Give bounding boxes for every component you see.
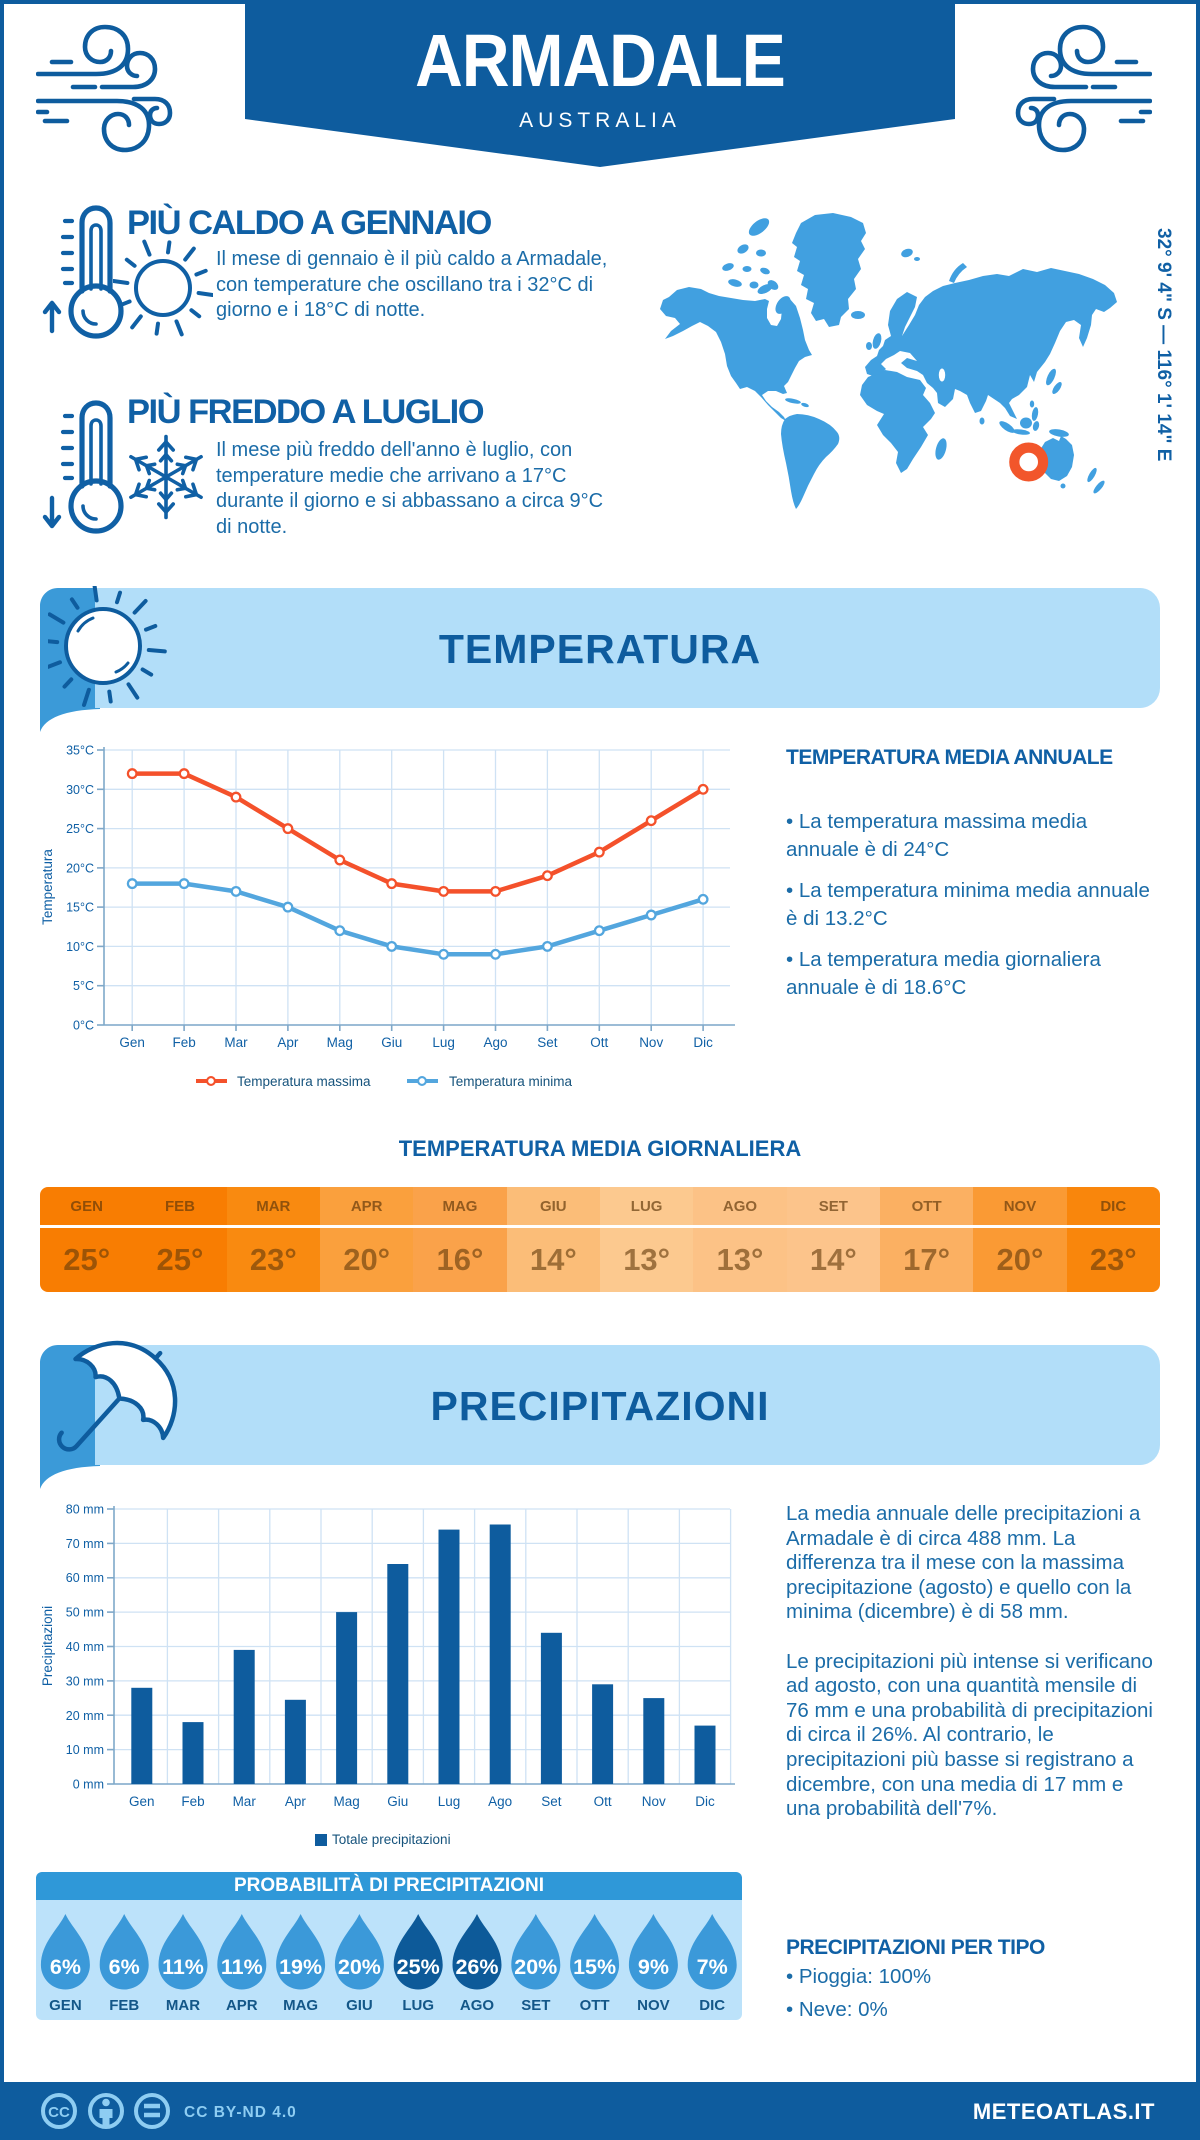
svg-text:Mag: Mag (333, 1794, 359, 1809)
svg-text:Mar: Mar (233, 1794, 257, 1809)
svg-text:Ago: Ago (483, 1035, 507, 1050)
svg-text:11%: 11% (162, 1955, 204, 1979)
svg-text:Nov: Nov (642, 1794, 666, 1809)
svg-text:CC: CC (48, 2104, 70, 2121)
svg-text:60 mm: 60 mm (66, 1571, 104, 1585)
svg-text:70 mm: 70 mm (66, 1537, 104, 1551)
svg-text:Totale precipitazioni: Totale precipitazioni (332, 1832, 451, 1847)
svg-text:Lug: Lug (432, 1035, 455, 1050)
svg-text:Gen: Gen (119, 1035, 145, 1050)
svg-text:7%: 7% (697, 1955, 728, 1979)
svg-text:Ott: Ott (594, 1794, 612, 1809)
svg-text:30 mm: 30 mm (66, 1674, 104, 1688)
svg-text:GEN: GEN (49, 1997, 82, 2014)
svg-text:20%: 20% (514, 1955, 557, 1979)
svg-text:OTT: OTT (580, 1997, 610, 2014)
svg-text:Nov: Nov (639, 1035, 663, 1050)
svg-text:Mar: Mar (224, 1035, 248, 1050)
svg-text:Apr: Apr (285, 1794, 307, 1809)
svg-text:Set: Set (537, 1035, 558, 1050)
svg-text:CC BY-ND 4.0: CC BY-ND 4.0 (184, 2104, 297, 2121)
svg-text:Mag: Mag (327, 1035, 353, 1050)
svg-text:Gen: Gen (129, 1794, 155, 1809)
svg-text:Giu: Giu (381, 1035, 402, 1050)
svg-text:20%: 20% (338, 1955, 381, 1979)
svg-text:6%: 6% (50, 1955, 81, 1979)
svg-text:40 mm: 40 mm (66, 1640, 104, 1654)
svg-text:80 mm: 80 mm (66, 1503, 104, 1517)
svg-text:Temperatura massima: Temperatura massima (237, 1074, 371, 1089)
svg-text:Feb: Feb (181, 1794, 204, 1809)
svg-text:10°C: 10°C (66, 940, 94, 954)
svg-text:20 mm: 20 mm (66, 1709, 104, 1723)
svg-text:Giu: Giu (387, 1794, 408, 1809)
svg-text:Temperatura: Temperatura (40, 849, 55, 925)
svg-text:6%: 6% (109, 1955, 140, 1979)
svg-text:Dic: Dic (693, 1035, 713, 1050)
svg-text:Precipitazioni: Precipitazioni (40, 1606, 55, 1686)
svg-text:Lug: Lug (438, 1794, 461, 1809)
svg-text:9%: 9% (638, 1955, 669, 1979)
svg-text:SET: SET (521, 1997, 550, 2014)
svg-text:15°C: 15°C (66, 901, 94, 915)
svg-text:NOV: NOV (637, 1997, 670, 2014)
svg-text:26%: 26% (455, 1955, 498, 1979)
svg-text:MAG: MAG (283, 1997, 318, 2014)
svg-text:25°C: 25°C (66, 822, 94, 836)
svg-text:50 mm: 50 mm (66, 1606, 104, 1620)
svg-text:35°C: 35°C (66, 744, 94, 758)
svg-text:Dic: Dic (695, 1794, 715, 1809)
svg-text:0°C: 0°C (73, 1019, 94, 1033)
svg-text:11%: 11% (221, 1955, 263, 1979)
svg-text:Apr: Apr (277, 1035, 299, 1050)
svg-text:0 mm: 0 mm (73, 1778, 104, 1792)
svg-text:APR: APR (226, 1997, 258, 2014)
svg-text:5°C: 5°C (73, 979, 94, 993)
svg-text:DIC: DIC (699, 1997, 725, 2014)
svg-text:Feb: Feb (172, 1035, 195, 1050)
svg-text:Temperatura minima: Temperatura minima (449, 1074, 573, 1089)
svg-text:19%: 19% (279, 1955, 322, 1979)
svg-text:GIU: GIU (346, 1997, 373, 2014)
svg-text:LUG: LUG (402, 1997, 434, 2014)
svg-text:Ago: Ago (488, 1794, 512, 1809)
svg-text:15%: 15% (573, 1955, 616, 1979)
svg-text:FEB: FEB (109, 1997, 139, 2014)
svg-text:30°C: 30°C (66, 783, 94, 797)
svg-text:MAR: MAR (166, 1997, 200, 2014)
svg-text:Ott: Ott (590, 1035, 608, 1050)
svg-text:20°C: 20°C (66, 861, 94, 875)
svg-text:25%: 25% (397, 1955, 440, 1979)
svg-text:AGO: AGO (460, 1997, 495, 2014)
svg-text:Set: Set (541, 1794, 562, 1809)
svg-text:10 mm: 10 mm (66, 1743, 104, 1757)
